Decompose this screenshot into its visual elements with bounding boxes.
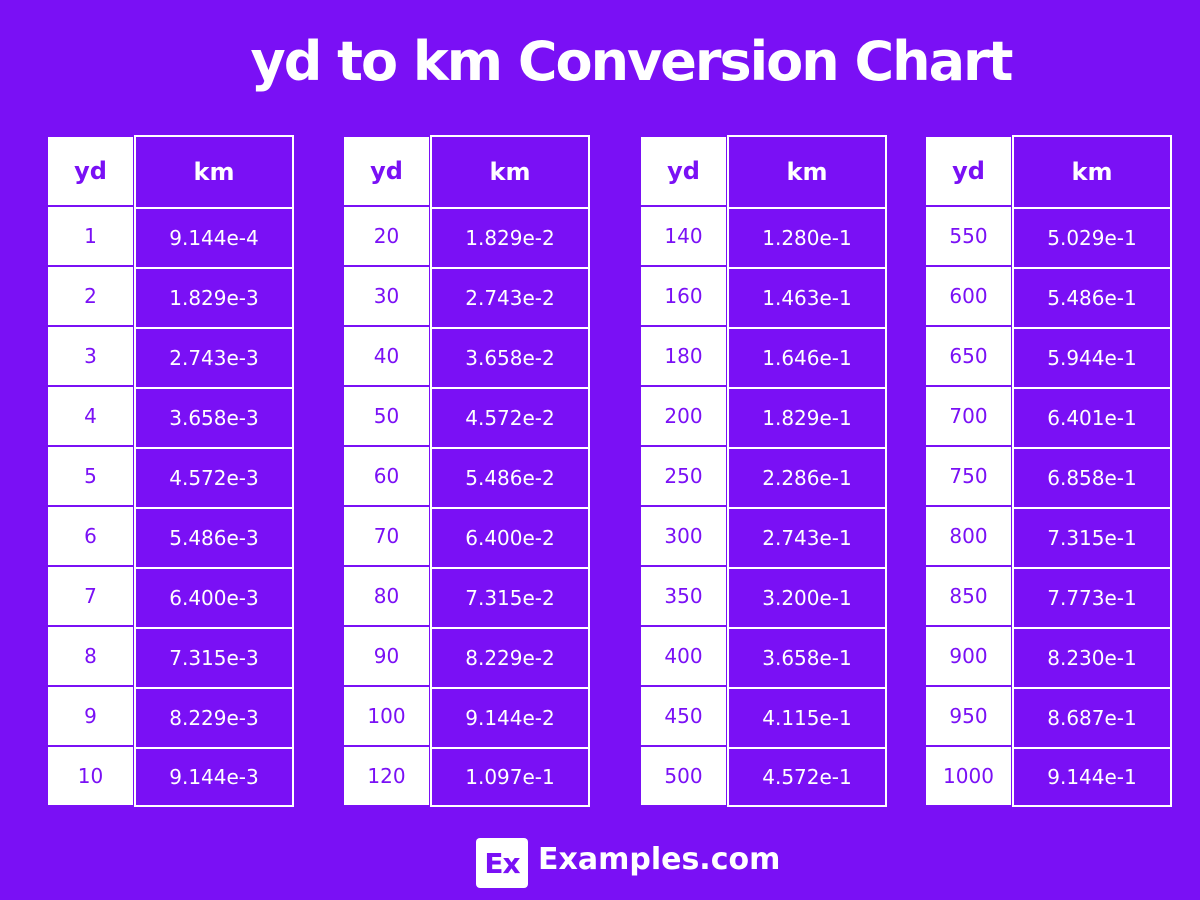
brand: Examples.com — [538, 842, 781, 877]
km-cell: 9.144e-1 — [1012, 747, 1172, 807]
header-cell: km — [1012, 135, 1172, 207]
km-cell: 6.400e-3 — [134, 567, 294, 627]
km-cell: 8.230e-1 — [1012, 627, 1172, 687]
km-cell: 5.486e-1 — [1012, 267, 1172, 327]
km-cell: 2.743e-1 — [727, 507, 887, 567]
yd-cell: 600 — [926, 267, 1011, 325]
km-cell: 5.486e-2 — [430, 447, 590, 507]
km-cell: 7.315e-3 — [134, 627, 294, 687]
yd-cell: 60 — [344, 447, 429, 505]
km-cell: 6.401e-1 — [1012, 387, 1172, 447]
yd-cell: 750 — [926, 447, 1011, 505]
yd-cell: 1 — [48, 207, 133, 265]
km-cell: 1.646e-1 — [727, 327, 887, 387]
yd-cell: 4 — [48, 387, 133, 445]
km-cell: 2.286e-1 — [727, 447, 887, 507]
yd-cell: 550 — [926, 207, 1011, 265]
km-cell: 1.463e-1 — [727, 267, 887, 327]
yd-cell: 1000 — [926, 747, 1011, 805]
km-cell: 7.315e-2 — [430, 567, 590, 627]
yd-cell: 120 — [344, 747, 429, 805]
yd-cell: 9 — [48, 687, 133, 745]
logo: Ex — [476, 838, 528, 888]
header-cell: yd — [926, 137, 1011, 205]
km-cell: 8.229e-3 — [134, 687, 294, 747]
yd-cell: 3 — [48, 327, 133, 385]
yd-cell: 800 — [926, 507, 1011, 565]
yd-cell: 200 — [641, 387, 726, 445]
header-cell: km — [727, 135, 887, 207]
km-cell: 7.315e-1 — [1012, 507, 1172, 567]
yd-cell: 2 — [48, 267, 133, 325]
km-cell: 6.400e-2 — [430, 507, 590, 567]
yd-cell: 80 — [344, 567, 429, 625]
km-cell: 1.829e-2 — [430, 207, 590, 267]
km-cell: 7.773e-1 — [1012, 567, 1172, 627]
km-cell: 4.115e-1 — [727, 687, 887, 747]
km-cell: 3.200e-1 — [727, 567, 887, 627]
km-cell: 4.572e-3 — [134, 447, 294, 507]
header-cell: km — [430, 135, 590, 207]
km-cell: 3.658e-2 — [430, 327, 590, 387]
yd-cell: 90 — [344, 627, 429, 685]
km-cell: 3.658e-3 — [134, 387, 294, 447]
header-cell: km — [134, 135, 294, 207]
yd-cell: 7 — [48, 567, 133, 625]
km-cell: 1.280e-1 — [727, 207, 887, 267]
yd-cell: 500 — [641, 747, 726, 805]
km-cell: 1.097e-1 — [430, 747, 590, 807]
yd-cell: 20 — [344, 207, 429, 265]
km-cell: 9.144e-3 — [134, 747, 294, 807]
yd-cell: 160 — [641, 267, 726, 325]
yd-cell: 50 — [344, 387, 429, 445]
yd-cell: 850 — [926, 567, 1011, 625]
title: yd to km Conversion Chart — [250, 30, 1014, 93]
yd-cell: 6 — [48, 507, 133, 565]
km-cell: 6.858e-1 — [1012, 447, 1172, 507]
km-cell: 9.144e-4 — [134, 207, 294, 267]
km-cell: 8.687e-1 — [1012, 687, 1172, 747]
yd-cell: 5 — [48, 447, 133, 505]
km-cell: 5.486e-3 — [134, 507, 294, 567]
yd-cell: 450 — [641, 687, 726, 745]
km-cell: 1.829e-3 — [134, 267, 294, 327]
yd-cell: 350 — [641, 567, 726, 625]
yd-cell: 700 — [926, 387, 1011, 445]
yd-cell: 10 — [48, 747, 133, 805]
yd-cell: 400 — [641, 627, 726, 685]
km-cell: 2.743e-2 — [430, 267, 590, 327]
km-cell: 5.944e-1 — [1012, 327, 1172, 387]
header-cell: yd — [48, 137, 133, 205]
km-cell: 8.229e-2 — [430, 627, 590, 687]
yd-cell: 140 — [641, 207, 726, 265]
yd-cell: 950 — [926, 687, 1011, 745]
yd-cell: 250 — [641, 447, 726, 505]
yd-cell: 8 — [48, 627, 133, 685]
km-cell: 1.829e-1 — [727, 387, 887, 447]
yd-cell: 40 — [344, 327, 429, 385]
yd-cell: 30 — [344, 267, 429, 325]
yd-cell: 300 — [641, 507, 726, 565]
header-cell: yd — [641, 137, 726, 205]
km-cell: 2.743e-3 — [134, 327, 294, 387]
km-cell: 5.029e-1 — [1012, 207, 1172, 267]
yd-cell: 650 — [926, 327, 1011, 385]
yd-cell: 100 — [344, 687, 429, 745]
yd-cell: 180 — [641, 327, 726, 385]
km-cell: 9.144e-2 — [430, 687, 590, 747]
km-cell: 4.572e-2 — [430, 387, 590, 447]
km-cell: 4.572e-1 — [727, 747, 887, 807]
km-cell: 3.658e-1 — [727, 627, 887, 687]
header-cell: yd — [344, 137, 429, 205]
yd-cell: 70 — [344, 507, 429, 565]
yd-cell: 900 — [926, 627, 1011, 685]
